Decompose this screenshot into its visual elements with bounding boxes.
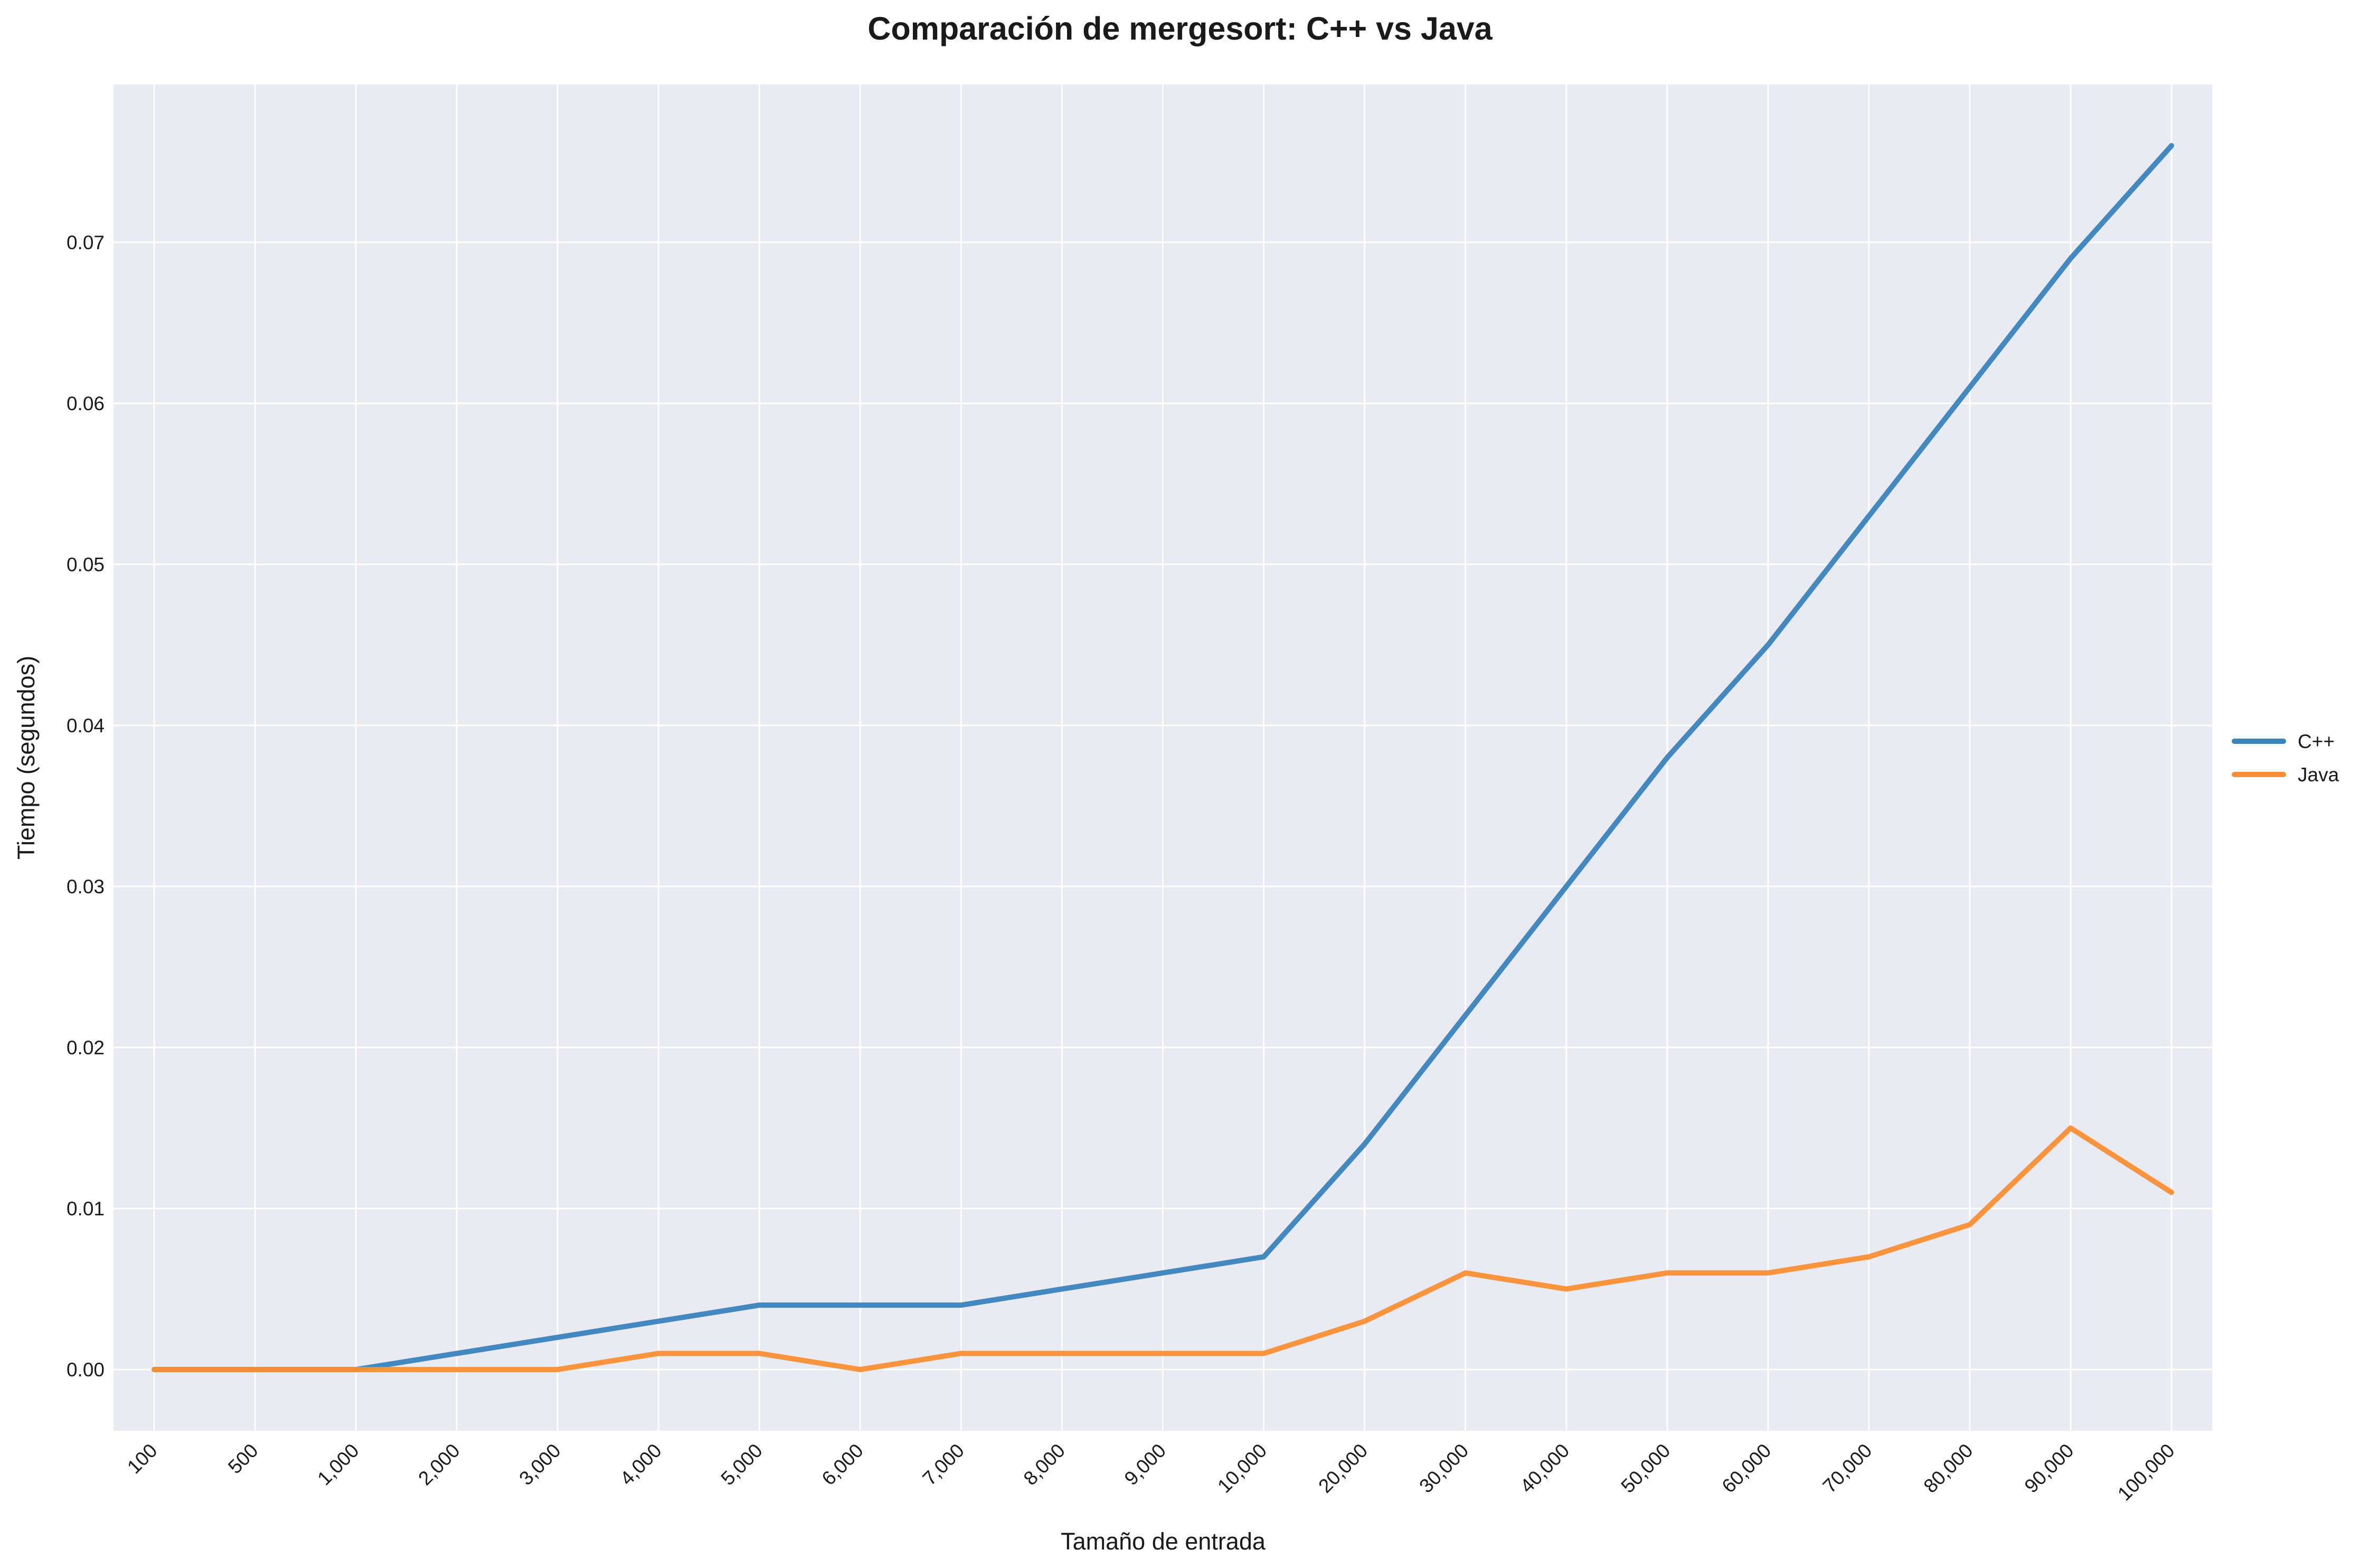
x-tick-label: 7,000 (919, 1440, 968, 1489)
legend-label: Java (2298, 764, 2339, 786)
chart-title: Comparación de mergesort: C++ vs Java (867, 11, 1493, 46)
legend-label: C++ (2298, 731, 2335, 752)
x-tick-label: 60,000 (1717, 1440, 1775, 1497)
legend: C++ Java (2232, 731, 2339, 786)
x-tick-label: 70,000 (1818, 1440, 1876, 1497)
x-tick-label: 40,000 (1516, 1440, 1573, 1497)
y-tick-label: 0.00 (67, 1359, 105, 1381)
x-tick-label: 8,000 (1019, 1440, 1069, 1489)
x-tick-label: 80,000 (1920, 1440, 1977, 1497)
x-tick-label: 6,000 (818, 1440, 867, 1489)
y-tick-label: 0.02 (67, 1037, 105, 1059)
y-tick-label: 0.03 (67, 876, 105, 898)
series-line-java (152, 1125, 2174, 1373)
x-tick-label: 4,000 (616, 1440, 665, 1489)
y-tick-label: 0.01 (67, 1198, 105, 1220)
y-tick-label: 0.04 (67, 715, 105, 736)
y-axis-ticks: 0.00 0.01 0.02 0.03 0.04 0.05 0.06 0.07 (67, 232, 105, 1381)
x-axis-ticks: 100 500 1,000 2,000 3,000 4,000 5,000 6,000 7,00… (123, 1440, 2179, 1505)
y-tick-label: 0.06 (67, 393, 105, 414)
grid (114, 84, 2212, 1431)
x-tick-label: 3,000 (515, 1440, 564, 1489)
x-tick-label: 100 (123, 1440, 162, 1478)
x-tick-label: 1,000 (313, 1440, 363, 1489)
x-tick-label: 20,000 (1314, 1440, 1372, 1497)
x-tick-label: 2,000 (414, 1440, 464, 1489)
series-lines (152, 143, 2174, 1373)
series-line-c- (152, 143, 2174, 1373)
x-tick-label: 500 (224, 1440, 262, 1478)
y-axis-label: Tiempo (segundos) (13, 656, 40, 859)
x-tick-label: 5,000 (716, 1440, 766, 1489)
x-axis-label: Tamaño de entrada (1061, 1528, 1266, 1555)
x-tick-label: 100,000 (2113, 1440, 2179, 1505)
x-tick-label: 9,000 (1120, 1440, 1170, 1489)
x-tick-label: 10,000 (1213, 1440, 1271, 1497)
y-tick-label: 0.07 (67, 232, 105, 253)
y-tick-label: 0.05 (67, 554, 105, 575)
x-tick-label: 90,000 (2021, 1440, 2078, 1497)
x-tick-label: 30,000 (1415, 1440, 1472, 1497)
x-tick-label: 50,000 (1617, 1440, 1674, 1497)
